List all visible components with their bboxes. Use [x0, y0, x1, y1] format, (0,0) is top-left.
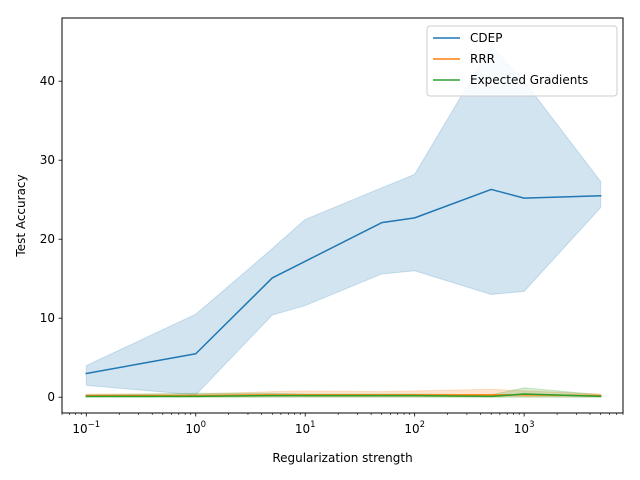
axes: 0 10 20 30 40 10−1 100 101 102 103 [40, 17, 624, 436]
legend-label-1: RRR [470, 52, 495, 66]
legend-label-0: CDEP [470, 31, 502, 45]
x-tick-label: 102 [404, 420, 425, 436]
series-lines [85, 188, 602, 398]
series-line-2 [85, 393, 602, 398]
x-tick-label: 100 [185, 420, 206, 436]
legend-box [426, 25, 618, 97]
x-axis-label: Regularization strength [272, 451, 412, 465]
legend: CDEP RRR Expected Gradients [426, 25, 618, 97]
y-tick-label: 0 [47, 390, 55, 404]
y-tick-label: 20 [40, 232, 55, 246]
plot-frame [61, 17, 624, 414]
x-tick-label: 101 [295, 420, 316, 436]
y-tick-label: 30 [40, 153, 55, 167]
y-tick-label: 10 [40, 311, 55, 325]
x-tick-label: 10−1 [72, 420, 100, 436]
x-tick-label: 103 [514, 420, 535, 436]
legend-label-2: Expected Gradients [470, 73, 588, 87]
series-line-0 [85, 188, 602, 375]
y-tick-label: 40 [40, 74, 55, 88]
y-axis-label: Test Accuracy [14, 174, 28, 257]
confidence-bands [85, 44, 602, 398]
band-0 [85, 44, 602, 396]
